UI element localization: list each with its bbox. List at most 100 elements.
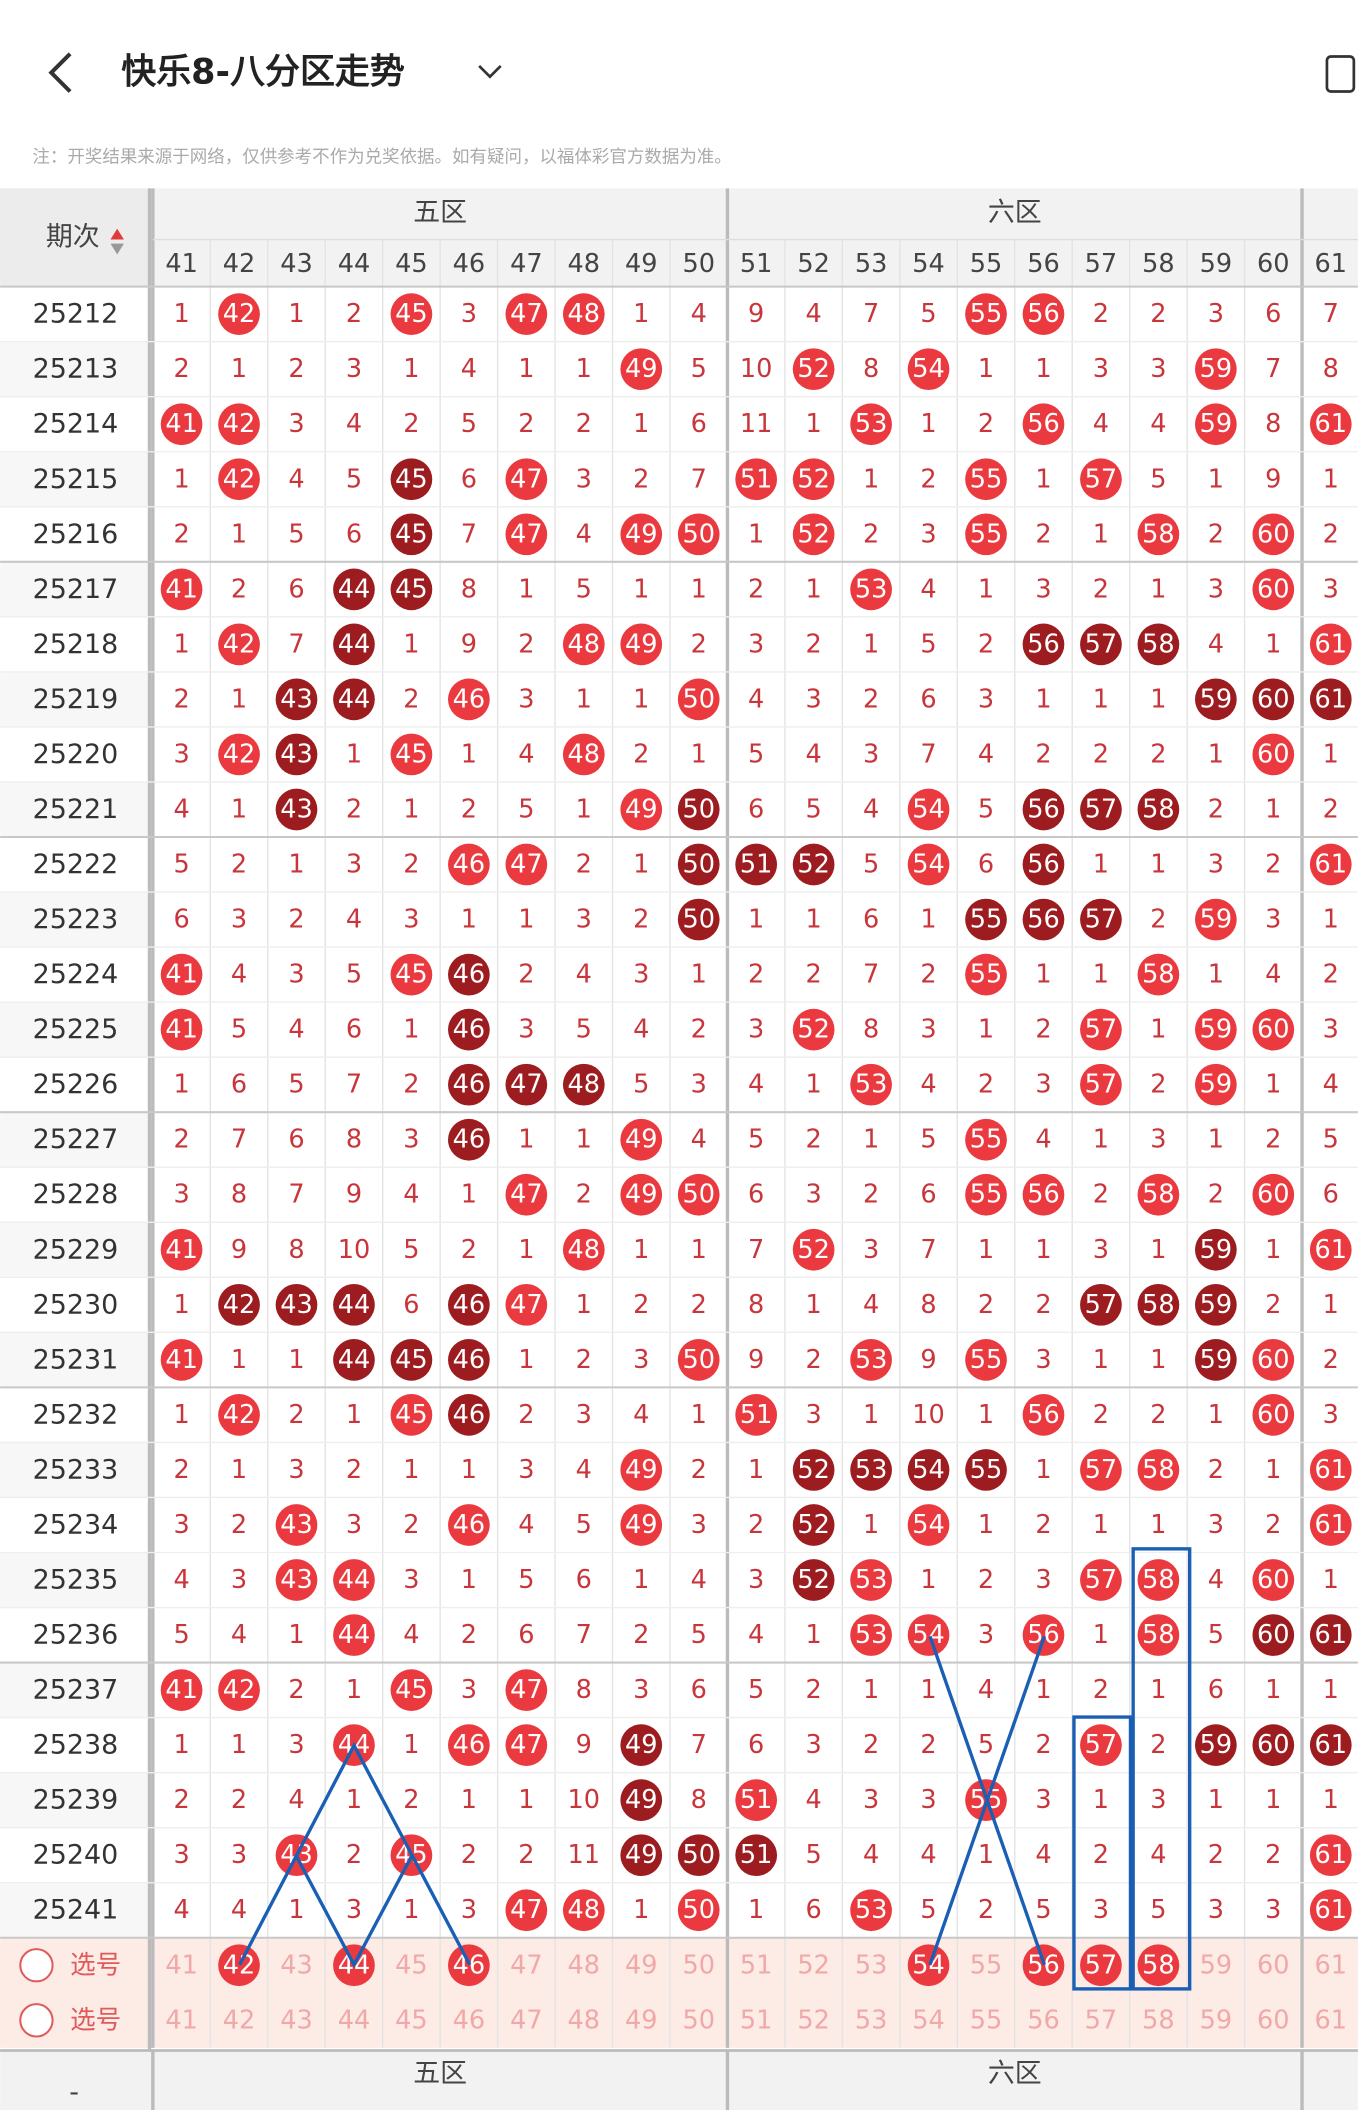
select-number[interactable]: 47: [510, 2005, 543, 2035]
select-number[interactable]: 44: [338, 2005, 371, 2035]
cell-value: 54: [912, 850, 945, 880]
cell-value: 2: [1093, 1840, 1109, 1870]
hit-ball: [1080, 458, 1122, 501]
hit-ball: [792, 348, 835, 391]
select-number[interactable]: 57: [1085, 1950, 1118, 1980]
select-number[interactable]: 58: [1142, 2005, 1175, 2035]
selected-ball[interactable]: [218, 1944, 260, 1987]
sort-up[interactable]: [110, 228, 124, 240]
cell-value: 5: [633, 1070, 649, 1100]
select-number[interactable]: 50: [682, 1950, 715, 1980]
cell-value: 7: [920, 739, 936, 769]
hit-ball: [218, 623, 260, 666]
select-number[interactable]: 52: [797, 1950, 830, 1980]
select-number[interactable]: 43: [280, 2005, 313, 2035]
select-number[interactable]: 43: [280, 1950, 313, 1980]
repeat-ball: [1194, 1228, 1237, 1271]
select-number[interactable]: 57: [1085, 2005, 1118, 2035]
disclaimer: 注：开奖结果来源于网络，仅供参考不作为兑奖依据。如有疑问，以福体彩官方数据为准。: [32, 147, 731, 167]
cell-value: 1: [403, 1015, 419, 1045]
select-number[interactable]: 59: [1200, 2005, 1233, 2035]
select-number[interactable]: 58: [1142, 1950, 1175, 1980]
select-number[interactable]: 59: [1200, 1950, 1233, 1980]
cell-value: 5: [978, 794, 994, 824]
hit-ball: [677, 1889, 720, 1932]
dropdown-button[interactable]: [478, 64, 502, 79]
cell-value: 55: [970, 464, 1003, 494]
select-number[interactable]: 53: [855, 1950, 888, 1980]
select-number[interactable]: 53: [855, 2005, 888, 2035]
cell-value: 1: [403, 1730, 419, 1760]
row-bg: [0, 1827, 150, 1883]
select-number[interactable]: 46: [453, 1950, 486, 1980]
selected-ball[interactable]: [448, 1944, 490, 1987]
cell-value: 47: [510, 519, 543, 549]
select-number[interactable]: 60: [1257, 2005, 1290, 2035]
select-number[interactable]: 61: [1315, 2005, 1348, 2035]
select-number[interactable]: 60: [1257, 1950, 1290, 1980]
select-checkbox[interactable]: [19, 2003, 54, 2038]
cell-value: 1: [1323, 739, 1339, 769]
select-number[interactable]: 48: [568, 2005, 601, 2035]
select-number[interactable]: 54: [912, 1950, 945, 1980]
select-number[interactable]: 52: [797, 2005, 830, 2035]
select-number[interactable]: 61: [1315, 1950, 1348, 1980]
sort-down[interactable]: [110, 243, 124, 255]
cell-value: 1: [1093, 684, 1109, 714]
page-title: 快乐8-八分区走势: [121, 53, 405, 93]
cell-value: 1: [806, 574, 822, 604]
select-checkbox[interactable]: [19, 1948, 54, 1983]
hit-ball: [907, 788, 950, 831]
cell-value: 4: [748, 1070, 764, 1100]
cell-value: 1: [1150, 1675, 1166, 1705]
menu-icon[interactable]: [1325, 55, 1356, 93]
select-number[interactable]: 47: [510, 1950, 543, 1980]
back-button[interactable]: [48, 52, 72, 93]
select-number[interactable]: 45: [395, 2005, 428, 2035]
cell-value: 60: [1257, 684, 1290, 714]
select-number[interactable]: 54: [912, 2005, 945, 2035]
select-number[interactable]: 49: [625, 2005, 658, 2035]
hit-ball: [218, 1669, 260, 1711]
repeat-ball: [965, 898, 1007, 941]
select-number[interactable]: 55: [970, 2005, 1003, 2035]
select-number[interactable]: 41: [165, 1950, 198, 1980]
cell-value: 4: [403, 1620, 419, 1650]
select-number[interactable]: 51: [740, 1950, 773, 1980]
cell-value: 45: [395, 1675, 428, 1705]
cell-value: 4: [576, 960, 592, 990]
selected-ball[interactable]: [1137, 1944, 1180, 1987]
select-number[interactable]: 45: [395, 1950, 428, 1980]
hit-ball: [1309, 1504, 1352, 1546]
cell-value: 2: [920, 464, 936, 494]
repeat-ball: [275, 788, 318, 831]
repeat-ball: [275, 733, 318, 776]
select-number[interactable]: 42: [223, 2005, 256, 2035]
cell-value: 5: [1323, 1125, 1339, 1155]
cell-value: 1: [173, 1730, 189, 1760]
selected-ball[interactable]: [907, 1944, 950, 1987]
hit-ball: [1137, 513, 1180, 556]
cell-value: 4: [920, 1070, 936, 1100]
select-number[interactable]: 46: [453, 2005, 486, 2035]
select-number[interactable]: 41: [165, 2005, 198, 2035]
select-number[interactable]: 48: [568, 1950, 601, 1980]
select-number[interactable]: 51: [740, 2005, 773, 2035]
select-number[interactable]: 56: [1027, 2005, 1060, 2035]
hit-ball: [562, 623, 605, 666]
select-number[interactable]: 55: [970, 1950, 1003, 1980]
select-number[interactable]: 49: [625, 1950, 658, 1980]
select-number[interactable]: 42: [223, 1950, 256, 1980]
select-number[interactable]: 50: [682, 2005, 715, 2035]
cell-value: 53: [855, 1895, 888, 1925]
select-number[interactable]: 56: [1027, 1950, 1060, 1980]
cell-value: 5: [403, 1235, 419, 1265]
cell-value: 1: [518, 1235, 534, 1265]
hit-ball: [620, 623, 663, 666]
cell-value: 1: [231, 794, 247, 824]
cell-value: 46: [453, 1070, 486, 1100]
cell-value: 54: [912, 354, 945, 384]
selected-ball[interactable]: [1080, 1944, 1122, 1987]
selected-ball[interactable]: [1022, 1944, 1065, 1987]
column-number: 43: [280, 249, 313, 279]
